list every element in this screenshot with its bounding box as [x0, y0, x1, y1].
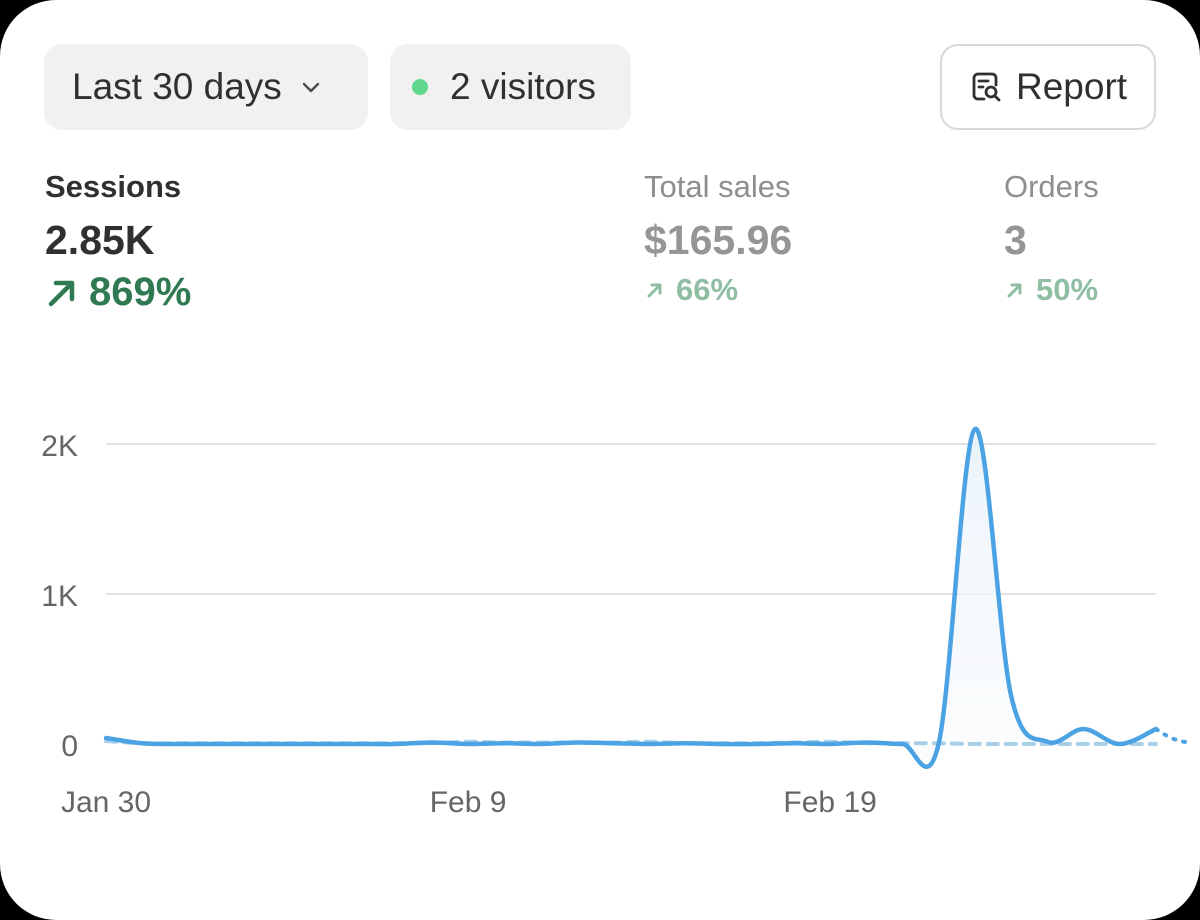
sessions-data-point[interactable] — [501, 740, 507, 746]
chevron-down-icon — [302, 82, 320, 93]
metric-value: 3 — [1004, 217, 1027, 263]
date-range-label: Last 30 days — [72, 66, 282, 107]
x-tick-label: Feb 19 — [783, 786, 876, 819]
sessions-data-point[interactable] — [646, 741, 652, 747]
sessions-data-point[interactable] — [863, 740, 869, 746]
sessions-data-point[interactable] — [755, 741, 761, 747]
sessions-data-point[interactable] — [465, 741, 471, 747]
metric-value: $165.96 — [644, 217, 793, 263]
metric-label: Orders — [1004, 169, 1099, 204]
report-button[interactable]: Report — [940, 44, 1156, 130]
sessions-data-point[interactable] — [719, 741, 725, 747]
sessions-data-point[interactable] — [1008, 693, 1014, 699]
sessions-data-point[interactable] — [936, 740, 942, 746]
sessions-data-point[interactable] — [356, 741, 362, 747]
metric-value: 2.85K — [45, 217, 155, 263]
sessions-data-point[interactable] — [284, 741, 290, 747]
sessions-data-point[interactable] — [537, 741, 543, 747]
date-range-dropdown[interactable]: Last 30 days — [44, 44, 368, 130]
sessions-data-point[interactable] — [103, 735, 109, 741]
sessions-data-point[interactable] — [900, 741, 906, 747]
sessions-projection-line — [1154, 727, 1192, 745]
sessions-data-point[interactable] — [682, 740, 688, 746]
report-label: Report — [1016, 66, 1128, 107]
sessions-data-point[interactable] — [574, 740, 580, 746]
live-status-dot — [412, 79, 428, 95]
metric-label: Sessions — [45, 169, 182, 204]
arrow-up-right-icon — [1007, 283, 1022, 298]
report-search-icon — [972, 72, 1001, 102]
metric-sessions[interactable]: Sessions 2.85K 869% — [45, 170, 191, 315]
y-tick-label: 2K — [41, 430, 78, 463]
sessions-data-point[interactable] — [1081, 726, 1087, 732]
y-tick-label: 0 — [61, 730, 78, 763]
sessions-data-point[interactable] — [248, 741, 254, 747]
y-tick-label: 1K — [41, 580, 78, 613]
sessions-data-point[interactable] — [429, 740, 435, 746]
sessions-data-point[interactable] — [827, 741, 833, 747]
sessions-data-point[interactable] — [1117, 741, 1123, 747]
metric-change-value: 869% — [89, 270, 192, 314]
metric-change-value: 66% — [676, 272, 739, 307]
sessions-data-point[interactable] — [212, 741, 218, 747]
sessions-data-point[interactable] — [175, 741, 181, 747]
sessions-data-point[interactable] — [972, 426, 978, 432]
sessions-data-point[interactable] — [320, 741, 326, 747]
sessions-data-point[interactable] — [610, 740, 616, 746]
metric-orders[interactable]: Orders 3 50% — [1004, 170, 1099, 308]
metric-change: 50% — [1004, 272, 1099, 308]
metric-total-sales[interactable]: Total sales $165.96 66% — [644, 170, 792, 308]
arrow-up-right-icon — [647, 283, 662, 298]
x-tick-label: Feb 9 — [430, 786, 507, 819]
sessions-data-point[interactable] — [1044, 739, 1050, 745]
visitors-count: 2 visitors — [450, 66, 596, 107]
metric-change: 66% — [644, 272, 792, 308]
sessions-line-chart: 0 1K 2K Jan 30 Feb 9 Feb 19 — [41, 426, 1192, 819]
arrow-up-right-icon — [48, 280, 75, 306]
sessions-data-point[interactable] — [791, 740, 797, 746]
sessions-data-point[interactable] — [393, 741, 399, 747]
metric-change-value: 50% — [1036, 272, 1099, 307]
metric-change: 869% — [45, 270, 191, 315]
sessions-data-point[interactable] — [139, 740, 145, 746]
metric-label: Total sales — [644, 169, 791, 204]
live-visitors-button[interactable]: 2 visitors — [390, 44, 631, 130]
x-tick-label: Jan 30 — [61, 786, 151, 819]
sessions-series-line — [103, 426, 1159, 769]
